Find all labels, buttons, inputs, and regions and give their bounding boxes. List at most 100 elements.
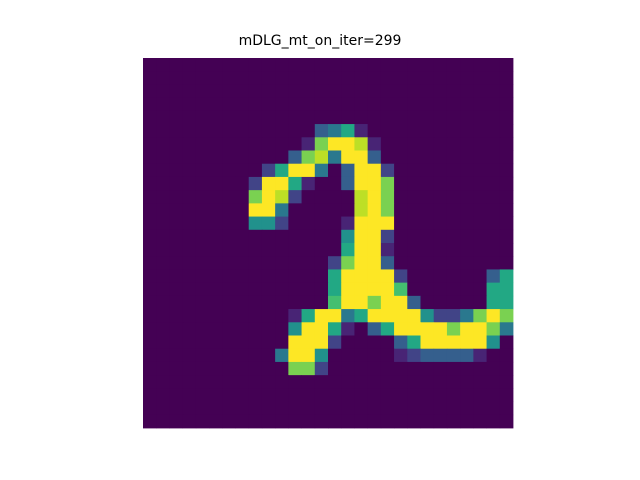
heatmap-cell <box>473 176 487 191</box>
heatmap-cell <box>209 282 223 297</box>
heatmap-cell <box>275 58 289 72</box>
heatmap-cell <box>288 58 302 72</box>
heatmap-cell <box>394 163 408 178</box>
heatmap-cell <box>354 203 369 217</box>
heatmap-cell <box>367 84 382 99</box>
heatmap-cell <box>169 269 184 284</box>
heatmap-cell <box>314 176 329 191</box>
heatmap-cell <box>407 414 421 429</box>
heatmap-cell <box>209 110 223 125</box>
heatmap-cell <box>420 295 435 310</box>
heatmap-cell <box>394 388 408 402</box>
heatmap-cell <box>499 84 514 99</box>
heatmap-cell <box>420 361 435 376</box>
heatmap-cell <box>486 124 501 138</box>
heatmap-cell <box>195 256 210 270</box>
heatmap-cell <box>420 58 435 72</box>
heatmap-cell <box>407 375 421 389</box>
heatmap-cell <box>367 150 382 165</box>
heatmap-cell <box>209 335 223 350</box>
heatmap-cell <box>301 203 316 217</box>
heatmap-cell <box>460 203 474 217</box>
heatmap-cell <box>301 110 316 125</box>
heatmap-cell <box>182 71 197 85</box>
heatmap-cell <box>354 58 369 72</box>
heatmap-cell <box>341 388 355 402</box>
heatmap-cell <box>394 229 408 244</box>
heatmap-cell <box>182 256 197 270</box>
heatmap-cell <box>209 361 223 376</box>
heatmap-cell <box>486 216 501 231</box>
heatmap-cell <box>235 282 250 297</box>
heatmap-cell <box>288 269 302 284</box>
heatmap-cell <box>394 150 408 165</box>
heatmap-cell <box>460 335 474 350</box>
heatmap-cell <box>248 414 263 429</box>
heatmap-cell <box>367 176 382 191</box>
heatmap-cell <box>420 110 435 125</box>
heatmap-cell <box>446 150 461 165</box>
heatmap-cell <box>195 84 210 99</box>
heatmap-cell <box>354 256 369 270</box>
heatmap-cell <box>143 348 157 363</box>
heatmap-cell <box>394 269 408 284</box>
heatmap-cell <box>222 110 236 125</box>
heatmap-cell <box>446 163 461 178</box>
heatmap-cell <box>499 414 514 429</box>
heatmap-cell <box>460 309 474 323</box>
heatmap-cell <box>433 190 448 204</box>
heatmap-cell <box>209 375 223 389</box>
heatmap-cell <box>314 361 329 376</box>
heatmap-cell <box>261 190 276 204</box>
heatmap-cell <box>328 176 342 191</box>
heatmap-cell <box>314 71 329 85</box>
heatmap-cell <box>394 414 408 429</box>
heatmap-cell <box>275 269 289 284</box>
heatmap-cell <box>394 84 408 99</box>
heatmap-cell <box>301 414 316 429</box>
heatmap-cell <box>248 256 263 270</box>
heatmap-cell <box>354 163 369 178</box>
heatmap-cell <box>169 124 184 138</box>
heatmap-cell <box>394 176 408 191</box>
heatmap-cell <box>446 414 461 429</box>
heatmap-cell <box>367 414 382 429</box>
heatmap-cell <box>288 110 302 125</box>
heatmap-cell <box>420 71 435 85</box>
heatmap-cell <box>301 243 316 257</box>
heatmap-cell <box>341 309 355 323</box>
heatmap-cell <box>473 229 487 244</box>
heatmap-cell <box>473 335 487 350</box>
heatmap-cell <box>288 361 302 376</box>
heatmap-cell <box>248 243 263 257</box>
heatmap-cell <box>301 150 316 165</box>
heatmap-cell <box>222 335 236 350</box>
heatmap-cell <box>222 124 236 138</box>
heatmap-cell <box>301 137 316 151</box>
heatmap-cell <box>195 163 210 178</box>
heatmap-cell <box>473 243 487 257</box>
heatmap-cell <box>275 375 289 389</box>
heatmap-cell <box>460 97 474 112</box>
heatmap-cell <box>275 322 289 336</box>
heatmap-cell <box>261 282 276 297</box>
heatmap-cell <box>460 282 474 297</box>
heatmap-cell <box>275 176 289 191</box>
heatmap-cell <box>195 110 210 125</box>
heatmap-cell <box>288 203 302 217</box>
heatmap-cell <box>486 71 501 85</box>
heatmap-cell <box>288 348 302 363</box>
heatmap-cell <box>473 71 487 85</box>
heatmap-cell <box>248 58 263 72</box>
heatmap-cell <box>354 71 369 85</box>
heatmap-cell <box>367 388 382 402</box>
heatmap-cell <box>367 335 382 350</box>
heatmap-cell <box>367 322 382 336</box>
heatmap-cell <box>420 163 435 178</box>
heatmap-cell <box>420 150 435 165</box>
heatmap-cell <box>314 84 329 99</box>
heatmap-cell <box>499 71 514 85</box>
heatmap-cell <box>222 309 236 323</box>
heatmap-cell <box>275 71 289 85</box>
heatmap-cell <box>473 190 487 204</box>
